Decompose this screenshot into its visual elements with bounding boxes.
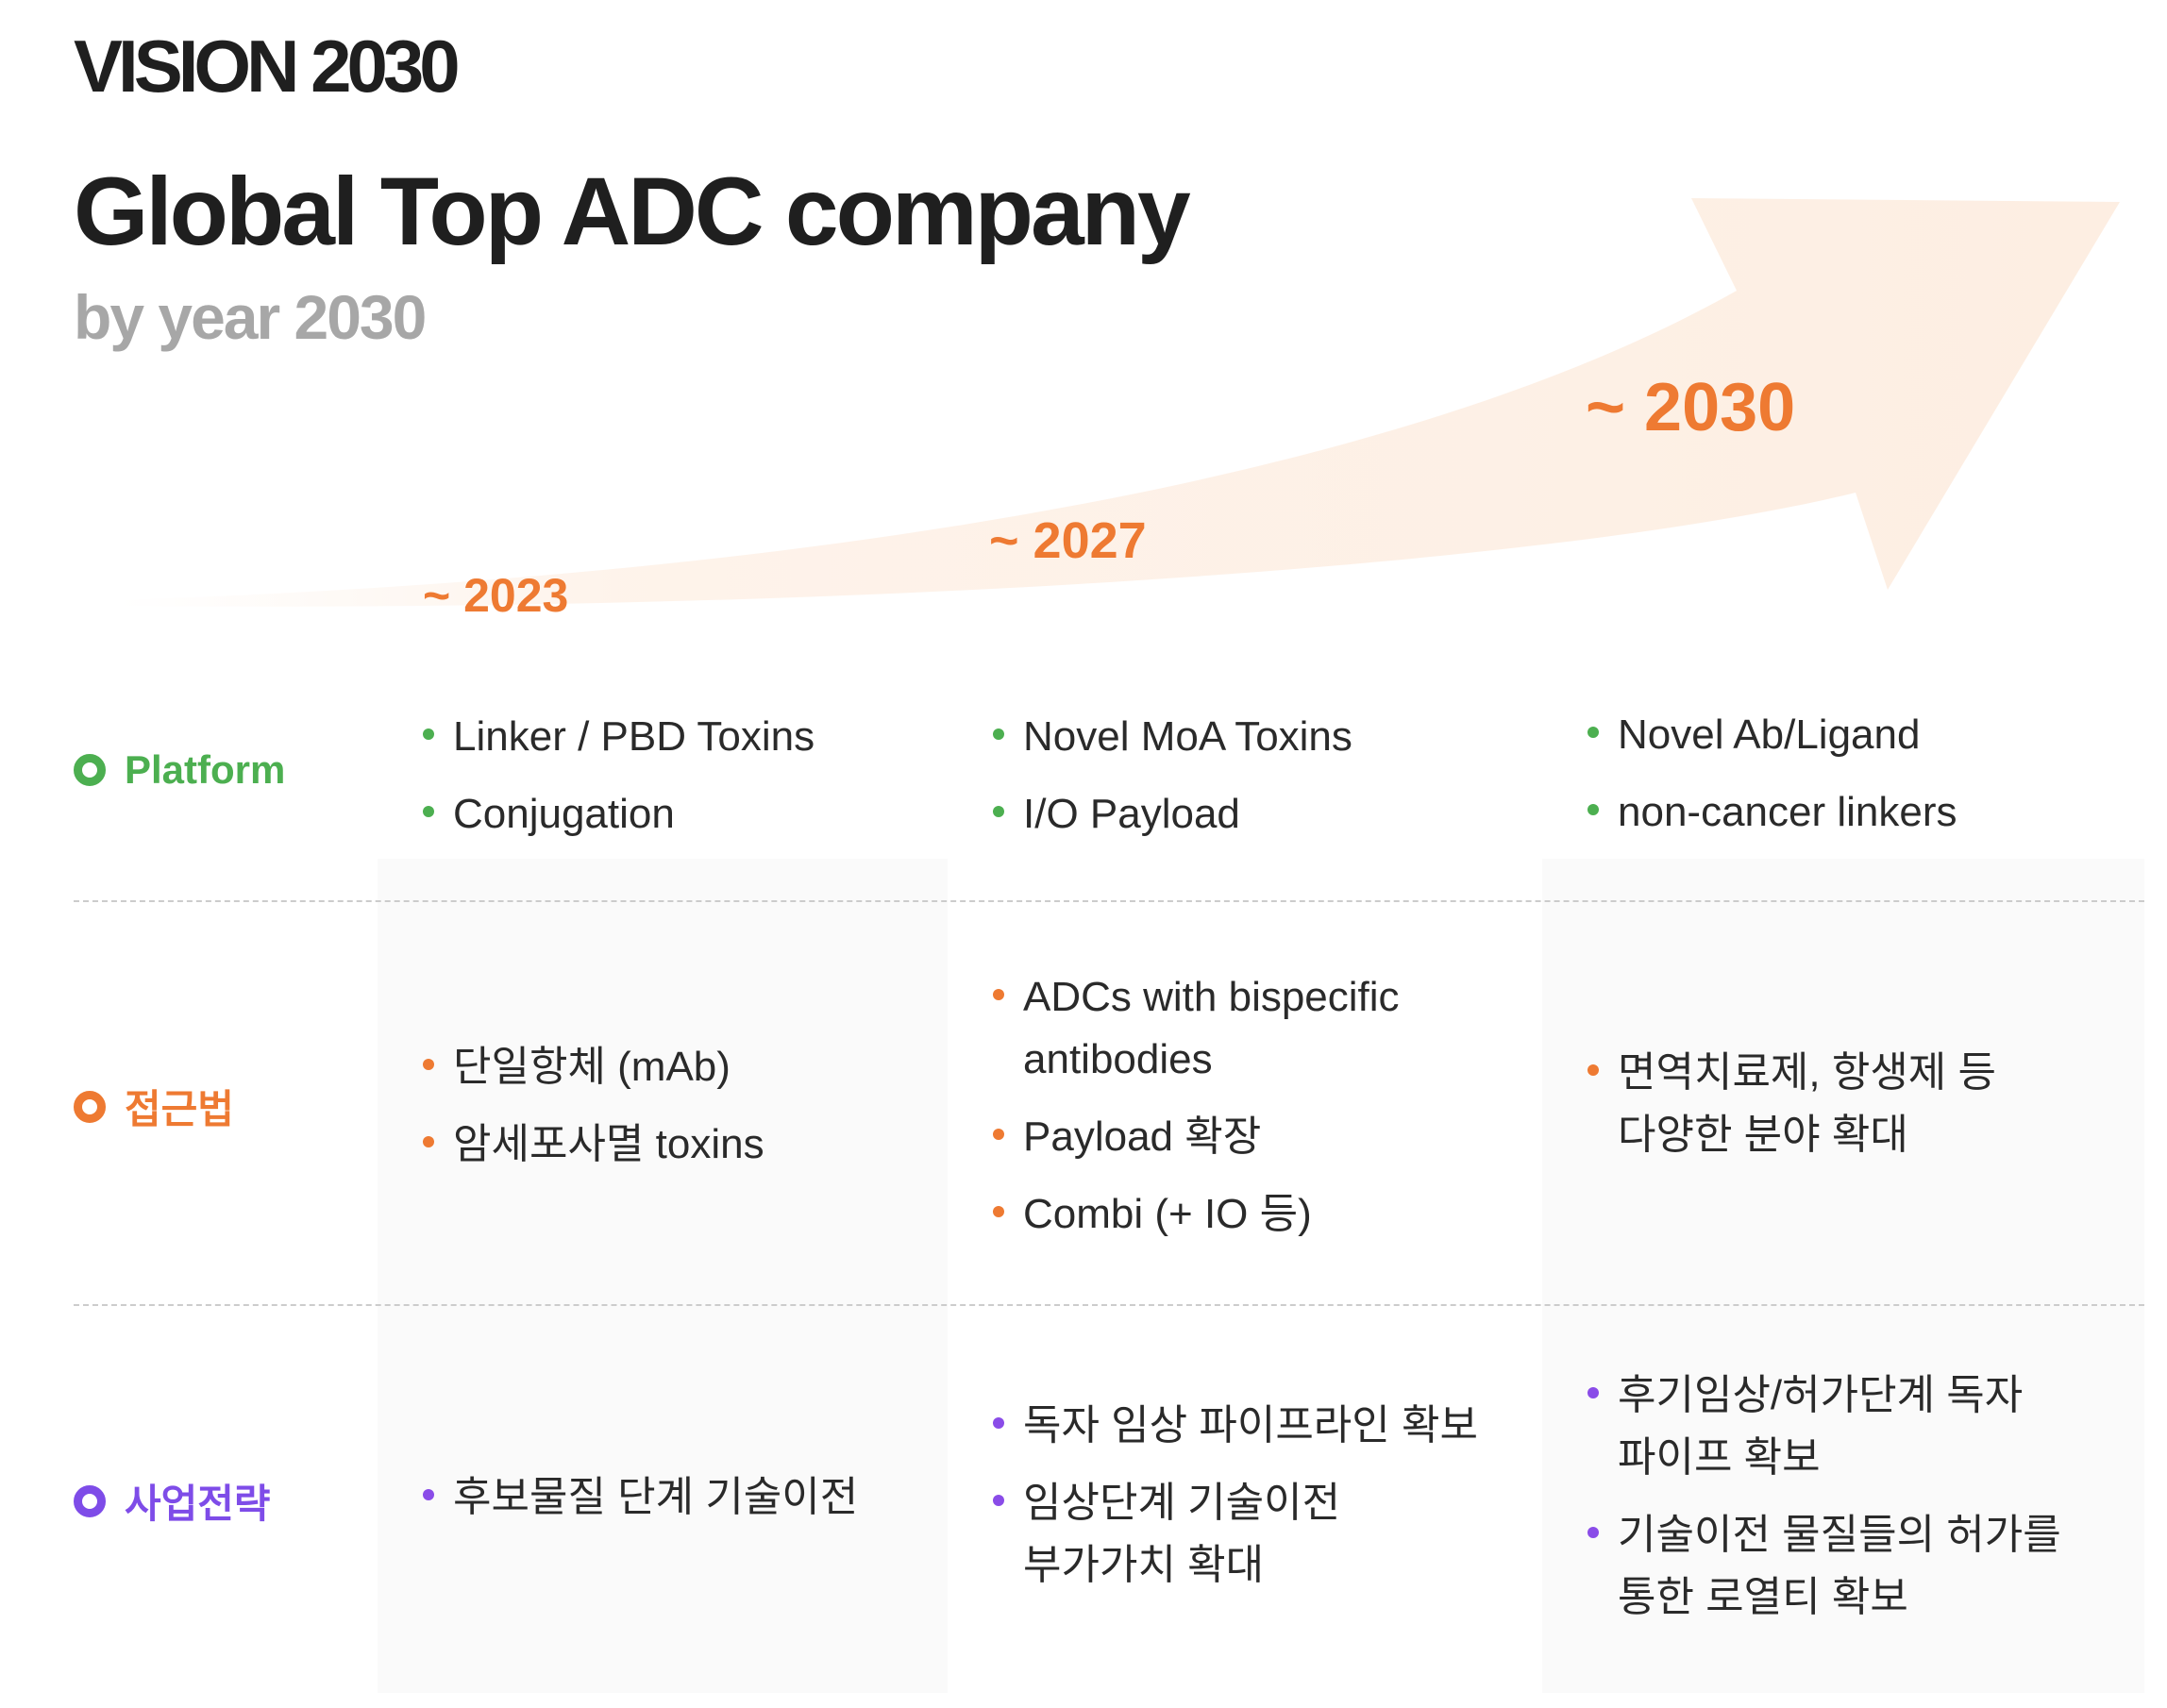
approach-cell-2027: ADCs with bispecific antibodies Payload … (991, 966, 1463, 1261)
strategy-cell-2030: 후기임상/허가단계 독자 파이프 확보 기술이전 물질들의 허가를 통한 로열티… (1586, 1365, 2076, 1644)
platform-cell-2023: Linker / PBD Toxins Conjugation (421, 706, 949, 861)
list-item: 후보물질 단계 기술이전 (421, 1466, 949, 1529)
list-item: 암세포사멸 toxins (421, 1114, 949, 1176)
row-label-platform: Platform (74, 747, 285, 793)
column-panel-2027 (948, 1312, 1542, 1693)
row-label-strategy: 사업전략 (74, 1472, 271, 1530)
headline: Global Top ADC company (74, 158, 1191, 265)
list-item: Linker / PBD Toxins (421, 706, 949, 768)
subline: by year 2030 (74, 282, 427, 352)
list-item: Novel MoA Toxins (991, 706, 1538, 768)
list-item: I/O Payload (991, 783, 1538, 846)
vision-label: VISION 2030 (74, 25, 461, 108)
list-item: Payload 확장 (991, 1106, 1463, 1168)
arrow-shape (118, 198, 2120, 607)
row-label-text: 접근법 (125, 1087, 234, 1131)
strategy-cell-2023: 후보물질 단계 기술이전 (421, 1466, 949, 1544)
list-item: 면역치료제, 항생제 등 다양한 분야 확대 (1586, 1042, 2020, 1166)
approach-cell-2023: 단일항체 (mAb) 암세포사멸 toxins (421, 1036, 949, 1191)
row-label-text: 사업전략 (125, 1482, 271, 1526)
row-divider (74, 1304, 2144, 1306)
list-item: 독자 임상 파이프라인 확보 (991, 1395, 1538, 1457)
strategy-cell-2027: 독자 임상 파이프라인 확보 임상단계 기술이전 부가가치 확대 (991, 1395, 1538, 1612)
column-panel-2030 (1542, 859, 2144, 1693)
year-label-2030: ~ 2030 (1586, 370, 1796, 445)
list-item: 임상단계 기술이전 부가가치 확대 (991, 1472, 1387, 1597)
platform-cell-2030: Novel Ab/Ligand non-cancer linkers (1586, 704, 2142, 859)
list-item: 단일항체 (mAb) (421, 1036, 949, 1098)
list-item: ADCs with bispecific antibodies (991, 966, 1463, 1091)
ring-icon (74, 754, 106, 786)
list-item: Novel Ab/Ligand (1586, 704, 2142, 766)
ring-icon (74, 1484, 106, 1517)
year-label-2023: ~ 2023 (423, 569, 569, 622)
list-item: Combi (+ IO 등) (991, 1183, 1463, 1246)
ring-icon (74, 1090, 106, 1123)
platform-cell-2027: Novel MoA Toxins I/O Payload (991, 706, 1538, 861)
row-divider (74, 900, 2144, 902)
list-item: Conjugation (421, 783, 949, 846)
list-item: 후기임상/허가단계 독자 파이프 확보 (1586, 1365, 2029, 1489)
approach-cell-2030: 면역치료제, 항생제 등 다양한 분야 확대 (1586, 1042, 2020, 1181)
list-item: 기술이전 물질들의 허가를 통한 로열티 확보 (1586, 1504, 2076, 1629)
column-panel-2023 (378, 859, 948, 1693)
row-label-text: Platform (125, 747, 286, 792)
year-label-2027: ~ 2027 (989, 512, 1147, 569)
list-item: non-cancer linkers (1586, 781, 2142, 844)
row-label-approach: 접근법 (74, 1078, 234, 1135)
